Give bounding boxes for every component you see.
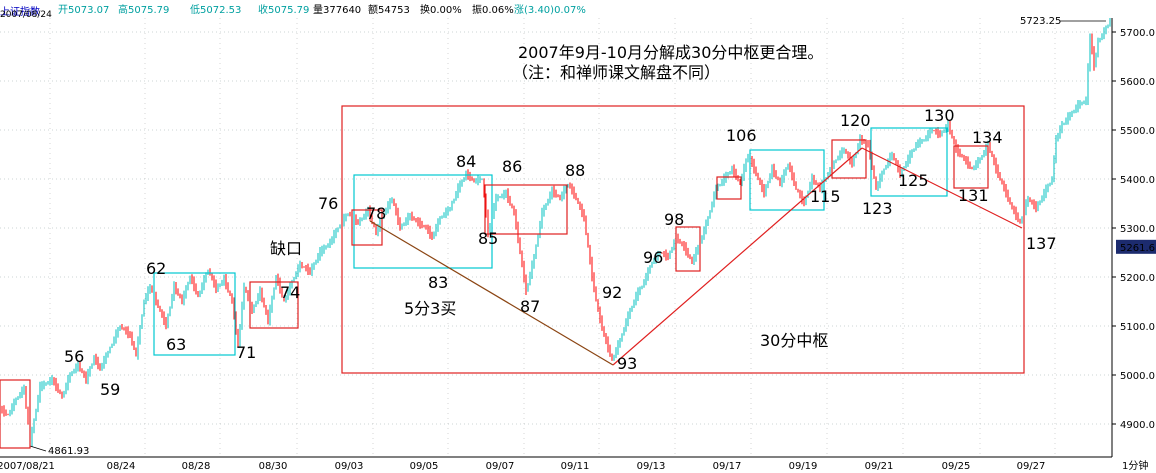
zhongshu-box	[716, 176, 742, 200]
zhongshu-box	[249, 281, 299, 329]
header-field-4: 量377640	[313, 4, 361, 16]
index-name: 上证指数	[0, 7, 40, 18]
header-field-1: 高5075.79	[118, 3, 169, 16]
x-tick-label: 09/13	[637, 461, 666, 472]
x-tick-label: 09/11	[561, 461, 590, 472]
y-tick-label: 5100.0	[1120, 322, 1155, 333]
y-tick-label: 5500.0	[1120, 126, 1155, 137]
zhongshu-box	[870, 127, 948, 197]
zhongshu-box	[831, 139, 867, 179]
wave-label: 88	[565, 161, 585, 180]
header-field-6: 换0.00%	[420, 3, 462, 16]
zhongshu-box	[341, 105, 1025, 374]
y-tick-label: 5700.0	[1120, 28, 1155, 39]
x-tick-label: 08/24	[107, 461, 136, 472]
y-tick-label: 5400.0	[1120, 175, 1155, 186]
current-price-label: 5261.6	[1120, 243, 1155, 254]
wave-label: 87	[520, 297, 540, 316]
x-unit-label: 1分钟	[1122, 459, 1148, 472]
wave-label: 74	[280, 283, 300, 302]
wave-label: 78	[366, 204, 386, 223]
wave-label: 130	[924, 106, 955, 125]
wave-label: 137	[1026, 234, 1057, 253]
y-tick-label: 5200.0	[1120, 273, 1155, 284]
header-date: 2007/08/24	[0, 10, 52, 20]
wave-label: 56	[64, 347, 84, 366]
x-tick-label: 2007/08/21	[0, 461, 55, 472]
header-field-3: 收5075.79	[258, 3, 309, 16]
wave-label: 92	[602, 283, 622, 302]
wave-label: 59	[100, 380, 120, 399]
wave-label: 131	[958, 186, 989, 205]
x-tick-label: 09/25	[942, 461, 971, 472]
y-tick-label: 5300.0	[1120, 224, 1155, 235]
zhongshu-box	[153, 272, 236, 356]
zhongshu-box	[675, 226, 701, 272]
y-tick-label: 5000.0	[1120, 371, 1155, 382]
header-field-2: 低5072.53	[190, 3, 241, 16]
wave-label: 85	[478, 229, 498, 248]
x-tick-label: 09/05	[410, 461, 439, 472]
wave-label: 86	[502, 157, 522, 176]
trend-line-down	[369, 220, 614, 366]
wave-label: 98	[664, 210, 684, 229]
max-price-label: 5723.25	[1020, 16, 1061, 27]
wave-label: 106	[726, 126, 757, 145]
wave-label: 120	[840, 111, 871, 130]
x-tick-label: 08/30	[259, 461, 288, 472]
wave-label: 5分3买	[404, 299, 456, 318]
x-tick-label: 09/21	[865, 461, 894, 472]
wave-label: 93	[617, 354, 637, 373]
chart-subtitle: （注：和禅师课文解盘不同）	[512, 63, 720, 82]
wave-label: 96	[643, 248, 663, 267]
wave-label: 84	[456, 152, 476, 171]
wave-label: 134	[972, 128, 1003, 147]
zhongshu-box	[484, 184, 568, 235]
wave-label: 125	[898, 171, 929, 190]
header-field-7: 振0.06%	[472, 3, 514, 16]
wave-label: 115	[810, 187, 841, 206]
zhongshu-box	[0, 379, 31, 449]
wave-label: 缺口	[270, 239, 302, 258]
min-price-pointer	[29, 445, 47, 452]
trend-line-down-2	[861, 147, 1023, 229]
quote-header: 上证指数 2007/08/24	[0, 0, 1156, 20]
trend-line-up	[612, 147, 863, 366]
header-field-8: 涨(3.40)0.07%	[514, 4, 586, 16]
wave-label: 62	[146, 259, 166, 278]
x-tick-label: 09/17	[713, 461, 742, 472]
wave-label: 76	[318, 194, 338, 213]
x-tick-label: 08/28	[182, 461, 211, 472]
header-field-5: 额54753	[368, 3, 410, 16]
header-field-0: 开5073.07	[58, 5, 109, 16]
chart-title: 2007年9月-10月分解成30分中枢更合理。	[518, 43, 823, 62]
min-price-label: 4861.93	[48, 446, 89, 457]
wave-label: 71	[236, 343, 256, 362]
zhongshu-box	[749, 149, 825, 211]
wave-label: 83	[428, 273, 448, 292]
wave-label: 63	[166, 335, 186, 354]
wave-label: 123	[862, 199, 893, 218]
zhongshu-box	[353, 174, 493, 269]
y-tick-label: 4900.0	[1120, 420, 1155, 431]
current-price-tag	[1116, 239, 1156, 254]
zhongshu-box	[953, 145, 989, 189]
x-tick-label: 09/19	[789, 461, 818, 472]
x-tick-label: 09/27	[1017, 461, 1046, 472]
wave-label: 30分中枢	[760, 331, 828, 350]
x-tick-label: 09/07	[486, 461, 515, 472]
x-tick-label: 09/03	[335, 461, 364, 472]
y-tick-label: 5600.0	[1120, 77, 1155, 88]
